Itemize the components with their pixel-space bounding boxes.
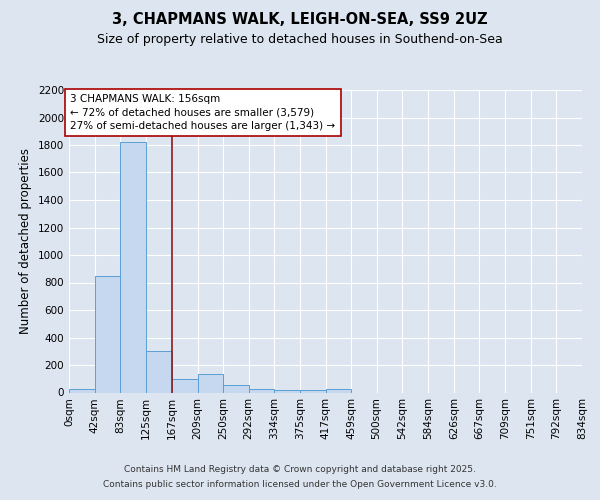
Bar: [172, 379, 197, 392]
Text: Contains public sector information licensed under the Open Government Licence v3: Contains public sector information licen…: [103, 480, 497, 489]
Text: 3 CHAPMANS WALK: 156sqm
← 72% of detached houses are smaller (3,579)
27% of semi: 3 CHAPMANS WALK: 156sqm ← 72% of detache…: [70, 94, 335, 130]
Bar: [248, 388, 274, 392]
Text: Contains HM Land Registry data © Crown copyright and database right 2025.: Contains HM Land Registry data © Crown c…: [124, 465, 476, 474]
Bar: [146, 351, 172, 393]
Bar: [95, 276, 120, 392]
Text: 3, CHAPMANS WALK, LEIGH-ON-SEA, SS9 2UZ: 3, CHAPMANS WALK, LEIGH-ON-SEA, SS9 2UZ: [112, 12, 488, 28]
Y-axis label: Number of detached properties: Number of detached properties: [19, 148, 32, 334]
Bar: [325, 390, 352, 392]
Bar: [223, 385, 248, 392]
Bar: [69, 390, 95, 392]
Bar: [274, 390, 299, 392]
Text: Size of property relative to detached houses in Southend-on-Sea: Size of property relative to detached ho…: [97, 32, 503, 46]
Bar: [299, 390, 325, 392]
Bar: [197, 374, 223, 392]
Bar: [120, 142, 146, 393]
